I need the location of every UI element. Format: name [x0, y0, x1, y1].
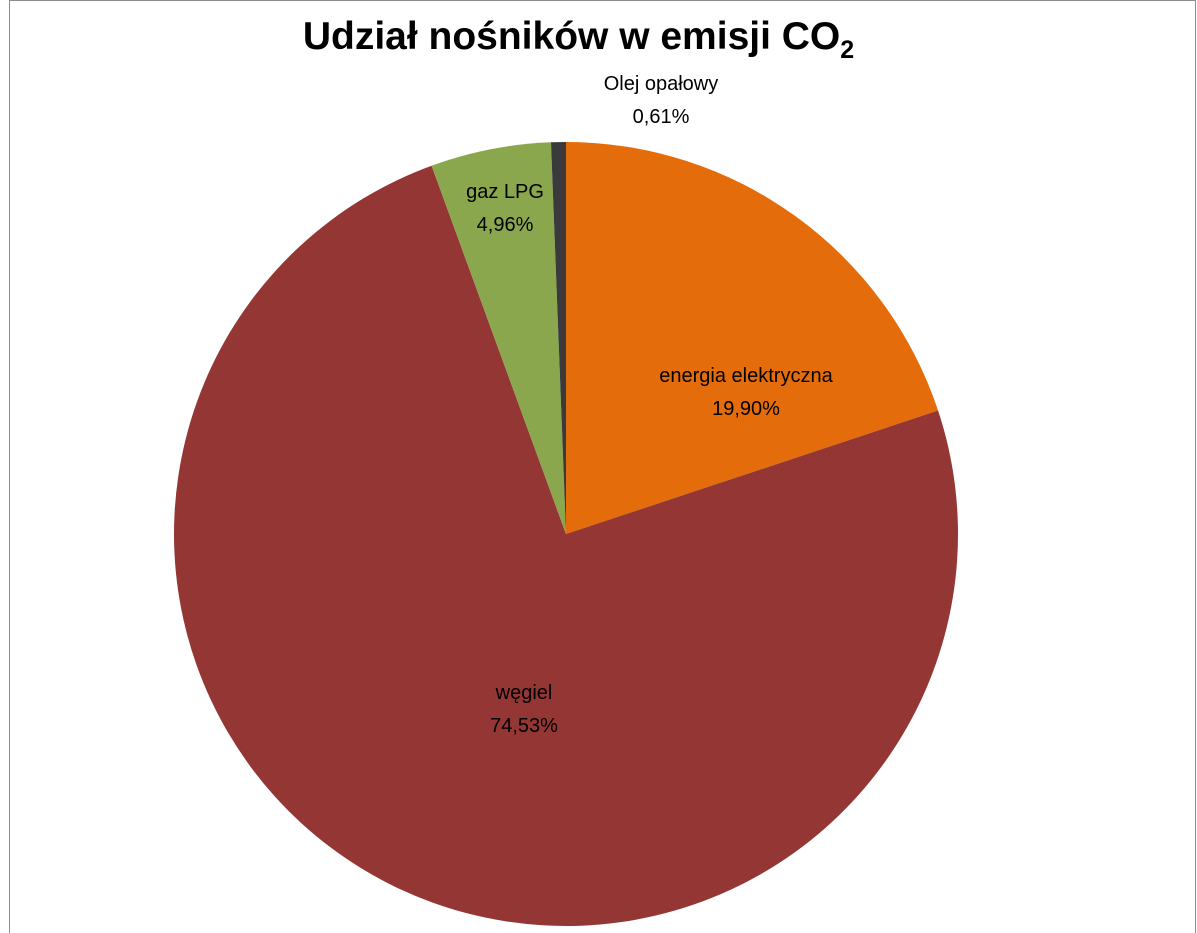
slice-label-category: energia elektryczna [659, 365, 833, 387]
slice-label-category: Olej opałowy [604, 73, 719, 95]
pie-slices [174, 142, 959, 926]
slice-label-category: węgiel [495, 682, 553, 704]
pie-slice-wegiel [174, 165, 959, 926]
pie-labels: energia elektryczna 19,90% węgiel 74,53% gaz… [466, 73, 834, 737]
slice-label-value: 4,96% [477, 214, 534, 236]
slice-label-wegiel: węgiel 74,53% [490, 682, 558, 737]
pie-slice-olej-opalowy [550, 142, 566, 534]
slice-label-olej-opalowy: Olej opałowy 0,61% [604, 73, 719, 128]
slice-label-value: 19,90% [712, 398, 780, 420]
slice-label-value: 0,61% [633, 106, 690, 128]
slice-label-energia-elektryczna: energia elektryczna 19,90% [659, 365, 833, 420]
chart-title-text: Udział nośników w emisji CO [302, 15, 841, 58]
pie-slice-energia-elektryczna [566, 142, 939, 534]
chart-title: Udział nośników w emisji CO2 [10, 15, 1147, 65]
slice-label-value: 74,53% [490, 715, 558, 737]
slice-label-category: gaz LPG [466, 181, 544, 203]
chart-title-subscript: 2 [840, 36, 855, 64]
pie-slice-gaz-lpg [431, 142, 566, 535]
slice-label-gaz-lpg: gaz LPG 4,96% [466, 181, 544, 236]
